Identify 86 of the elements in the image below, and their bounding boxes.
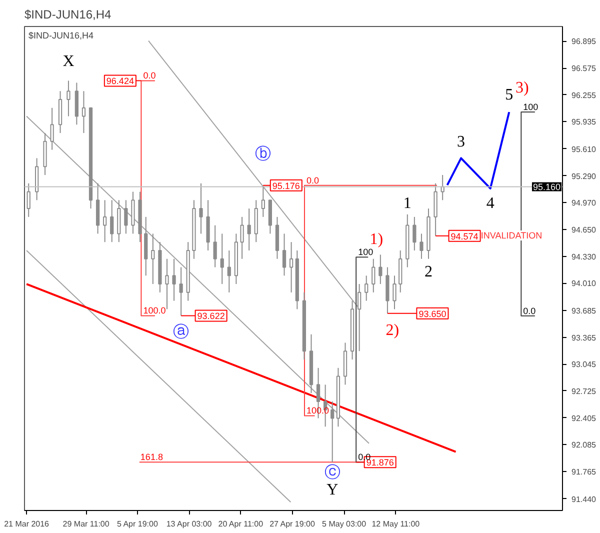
candlestick — [66, 80, 70, 117]
annotation: 96.424 — [106, 76, 134, 86]
y-tick-label: 95.290 — [572, 172, 597, 181]
annotation: 3) — [515, 80, 529, 97]
y-tick-label: 91.440 — [572, 494, 597, 504]
x-tick-label: 27 Apr 19:00 — [270, 520, 316, 528]
annotation: INVALIDATION — [480, 230, 542, 240]
candlestick — [420, 233, 424, 260]
ref-line-label: 95.160 — [532, 182, 561, 192]
x-tick-label: 20 Apr 11:00 — [218, 520, 264, 528]
x-tick-label: 5 Apr 19:00 — [116, 520, 158, 528]
chart-title: $IND-JUN16,H4 — [24, 8, 112, 22]
candlestick — [179, 266, 183, 316]
annotation: 91.876 — [366, 458, 394, 468]
candlestick — [282, 233, 286, 276]
candlestick — [26, 182, 30, 218]
annotation: 94.574 — [450, 231, 478, 242]
candlestick — [261, 184, 265, 218]
candlestick — [220, 233, 224, 285]
annotation: ⓒ — [324, 464, 340, 482]
y-tick-label: 93.045 — [572, 360, 597, 370]
candlestick — [330, 400, 334, 463]
candlestick — [289, 242, 294, 293]
annotation: 1) — [370, 231, 384, 248]
annotation: 0.0 — [143, 70, 156, 81]
y-tick-label: 95.610 — [572, 144, 597, 154]
y-tick-label: 94.970 — [572, 198, 597, 208]
annotation: 93.650 — [418, 308, 446, 319]
candlestick — [213, 224, 217, 268]
candlestick — [364, 275, 368, 302]
candlestick — [110, 200, 114, 243]
annotation: 93.622 — [197, 311, 225, 322]
annotation: 0.0 — [523, 306, 536, 316]
candlestick — [103, 200, 107, 243]
y-tick-label: 92.405 — [572, 414, 597, 423]
y-tick-label: 94.010 — [572, 279, 597, 288]
candlestick — [372, 258, 376, 293]
candlestick — [151, 233, 155, 285]
annotation: ⓐ — [173, 323, 190, 342]
y-tick-label: 96.255 — [572, 90, 597, 100]
y-tick-label: 92.085 — [572, 440, 597, 450]
candlestick — [378, 254, 382, 285]
candlestick — [172, 258, 176, 302]
annotation: ⓑ — [255, 144, 272, 163]
x-tick-label: 13 Apr 03:00 — [166, 520, 212, 528]
candlestick — [358, 284, 362, 352]
annotation: 95.176 — [272, 180, 300, 191]
y-tick-label: 95.935 — [572, 118, 597, 127]
x-tick-label: 12 May 11:00 — [372, 520, 420, 528]
annotation: 100 — [358, 247, 374, 258]
annotation: 100.0 — [306, 406, 330, 416]
line-series — [446, 111, 510, 190]
candlestick — [227, 250, 231, 293]
annotation: 100 — [523, 102, 538, 112]
y-tick-label: 92.725 — [572, 386, 597, 396]
candlestick — [199, 182, 203, 234]
y-tick-label: 93.685 — [572, 306, 597, 316]
candlestick — [124, 200, 128, 234]
x-tick-label: 29 Mar 11:00 — [62, 520, 110, 528]
candlestick — [82, 90, 86, 134]
candlestick — [412, 216, 416, 251]
annotation: 1 — [403, 194, 412, 212]
annotation: 100.0 — [143, 306, 166, 316]
annotation: Y — [326, 482, 339, 499]
y-tick-label: 91.765 — [572, 467, 597, 476]
annotation: 0.0 — [306, 175, 320, 186]
annotation: 4 — [486, 194, 494, 212]
y-tick-label: 93.365 — [572, 333, 597, 342]
x-tick-label: 5 May 03:00 — [322, 520, 367, 528]
annotation: 5 — [505, 86, 514, 104]
candlestick — [247, 208, 251, 251]
annotation: X — [62, 53, 75, 70]
y-tick-label: 94.330 — [572, 252, 597, 262]
candlestick — [165, 258, 169, 310]
candlestick — [392, 275, 396, 310]
annotation: 161.8 — [140, 452, 163, 462]
annotation: 3 — [457, 134, 466, 151]
candlestick — [50, 107, 54, 150]
annotation: 2) — [386, 322, 400, 339]
candlestick — [240, 216, 244, 260]
annotation: 2 — [424, 263, 432, 280]
x-tick-label: 21 Mar 2016 — [4, 520, 50, 528]
y-tick-label: 96.895 — [572, 37, 597, 46]
y-tick-label: 96.575 — [572, 64, 597, 74]
y-tick-label: 94.650 — [572, 225, 597, 234]
chart-subtitle: $IND-JUN16,H4 — [28, 30, 94, 40]
